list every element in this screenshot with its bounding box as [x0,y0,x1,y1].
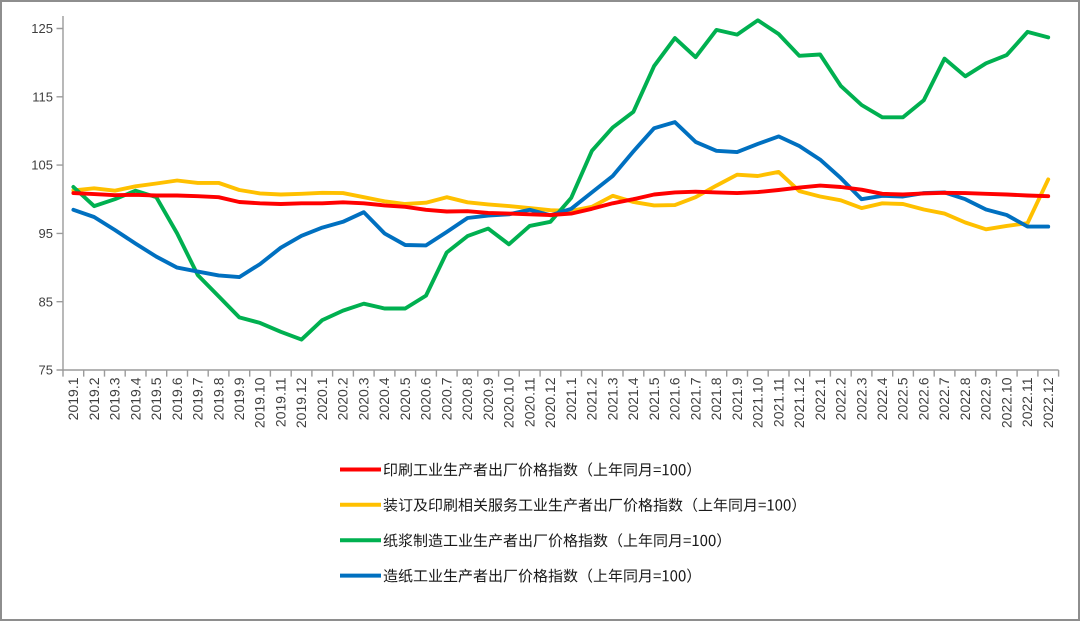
svg-text:2021.10: 2021.10 [750,377,766,428]
svg-text:2022.8: 2022.8 [957,377,973,420]
svg-text:75: 75 [39,363,53,378]
svg-text:2019.3: 2019.3 [107,377,123,420]
svg-text:2022.6: 2022.6 [916,377,932,420]
svg-text:2020.5: 2020.5 [397,377,413,420]
svg-text:2019.5: 2019.5 [148,377,164,420]
svg-text:2020.2: 2020.2 [335,377,351,420]
svg-text:2019.8: 2019.8 [210,377,226,420]
svg-text:2020.7: 2020.7 [438,377,454,420]
svg-text:2021.12: 2021.12 [791,377,807,428]
svg-text:2022.3: 2022.3 [853,377,869,420]
svg-text:2020.3: 2020.3 [356,377,372,420]
svg-text:2021.11: 2021.11 [770,377,786,427]
svg-text:2022.5: 2022.5 [895,377,911,420]
svg-text:2022.1: 2022.1 [812,377,828,420]
svg-text:2021.8: 2021.8 [708,377,724,420]
svg-text:2019.6: 2019.6 [169,377,185,420]
svg-text:2020.6: 2020.6 [418,377,434,420]
svg-text:2020.4: 2020.4 [376,377,392,420]
svg-text:2022.11: 2022.11 [1019,377,1035,427]
svg-text:2021.6: 2021.6 [667,377,683,420]
svg-text:2021.2: 2021.2 [584,377,600,420]
svg-text:2019.12: 2019.12 [293,377,309,428]
svg-text:2021.7: 2021.7 [687,377,703,420]
svg-text:2019.2: 2019.2 [86,377,102,420]
svg-text:2019.1: 2019.1 [65,377,81,420]
svg-text:125: 125 [31,21,53,36]
svg-text:2020.1: 2020.1 [314,377,330,420]
svg-text:2022.2: 2022.2 [833,377,849,420]
svg-text:2022.12: 2022.12 [1040,377,1056,428]
svg-text:2020.12: 2020.12 [542,377,558,428]
svg-text:105: 105 [31,158,53,173]
svg-text:2020.10: 2020.10 [501,377,517,428]
svg-text:2020.9: 2020.9 [480,377,496,420]
svg-text:2021.4: 2021.4 [625,377,641,420]
svg-text:2020.8: 2020.8 [459,377,475,420]
svg-text:2019.4: 2019.4 [127,377,143,420]
svg-text:2019.7: 2019.7 [190,377,206,420]
svg-text:2021.3: 2021.3 [604,377,620,420]
svg-text:2022.9: 2022.9 [978,377,994,420]
svg-text:85: 85 [39,294,53,309]
svg-text:2019.11: 2019.11 [273,377,289,427]
svg-text:2021.5: 2021.5 [646,377,662,420]
svg-text:115: 115 [32,89,53,104]
svg-text:2022.4: 2022.4 [874,377,890,420]
svg-text:2021.9: 2021.9 [729,377,745,420]
svg-text:2020.11: 2020.11 [521,377,537,427]
svg-text:2021.1: 2021.1 [563,377,579,420]
svg-text:2019.9: 2019.9 [231,377,247,420]
svg-text:95: 95 [39,226,53,241]
svg-text:2022.10: 2022.10 [998,377,1014,428]
svg-text:2022.7: 2022.7 [936,377,952,420]
svg-text:2019.10: 2019.10 [252,377,268,428]
